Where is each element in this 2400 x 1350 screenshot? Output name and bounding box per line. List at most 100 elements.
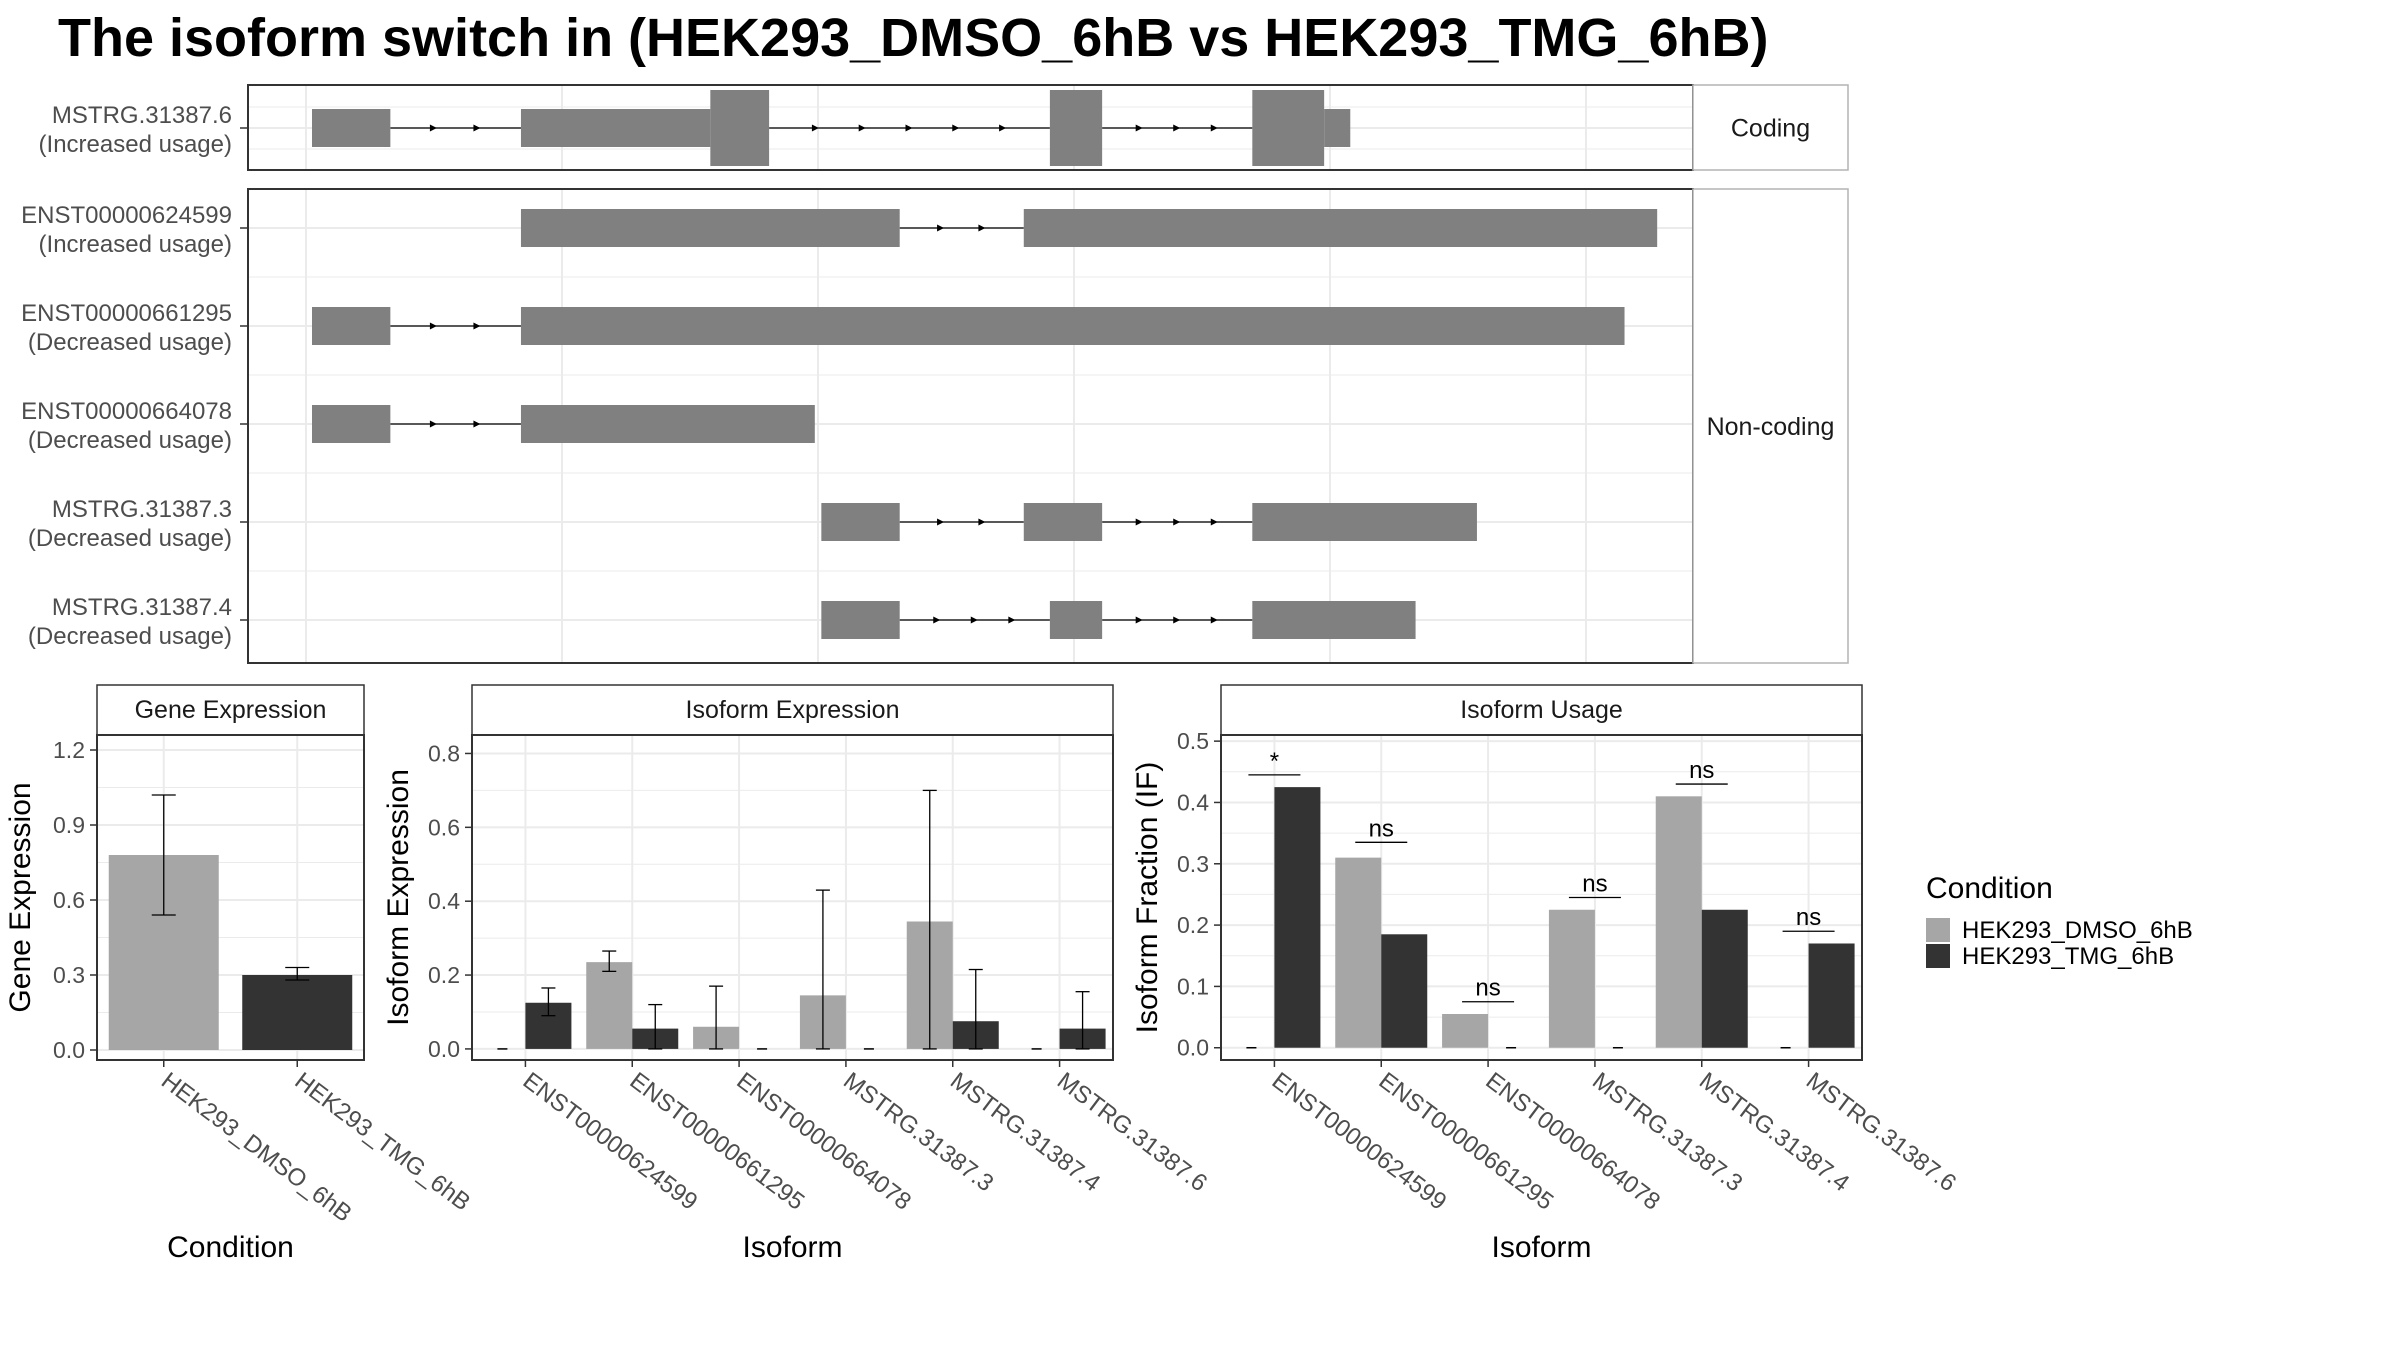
y-tick-label: 0.0 [53, 1037, 85, 1063]
panel-title: Gene Expression [135, 696, 327, 724]
intron-arrow [1135, 616, 1143, 624]
isoform-label: ENST00000624599 [21, 202, 232, 229]
isoform-usage-label: (Increased usage) [39, 131, 232, 158]
y-tick-label: 1.2 [53, 737, 85, 763]
intron-arrow [1135, 518, 1143, 526]
y-tick-label: 0.4 [428, 888, 460, 914]
y-tick-label: 0.1 [1177, 973, 1209, 999]
exon-block [1023, 209, 1658, 247]
panel-strip [96, 684, 365, 736]
bar [1655, 796, 1702, 1048]
exon-block [520, 109, 711, 147]
y-axis-title: Isoform Fraction (IF) [1131, 762, 1164, 1034]
x-tick-label: ENST00000661295 [625, 1067, 810, 1215]
exon-block [312, 109, 391, 147]
y-tick-label: 0.2 [428, 962, 460, 988]
exon-block [1049, 601, 1103, 639]
exon-block [710, 90, 770, 166]
exon-block [520, 307, 1625, 345]
bar-series-1 [525, 968, 1106, 1050]
y-tick-label: 0.0 [1177, 1035, 1209, 1061]
exon-block [1252, 601, 1416, 639]
bar [1701, 909, 1748, 1048]
bar-series-0 [108, 794, 353, 1050]
bar [1808, 943, 1855, 1048]
intron-arrow [937, 224, 945, 232]
y-tick-label: 0.6 [53, 887, 85, 913]
exon-block [1252, 90, 1325, 166]
strip-box [1692, 188, 1849, 664]
bar [586, 962, 633, 1049]
isoform-expression-panel: Isoform Expression 0.0 0.2 0.4 0.6 0.8 ENST000… [382, 684, 1212, 1264]
intron-arrow [1210, 616, 1218, 624]
structure-group-0: MSTRG.31387.6(Increased usage) Coding [39, 84, 1849, 171]
significance-label: * [1270, 748, 1279, 775]
intron-arrow [978, 518, 986, 526]
bar [242, 975, 353, 1050]
intron-arrow [473, 322, 481, 330]
isoform-row: MSTRG.31387.6(Increased usage) [39, 90, 1351, 166]
isoform-usage-label: (Decreased usage) [28, 525, 232, 552]
intron-arrow [1173, 124, 1181, 132]
y-tick-label: 0.6 [428, 814, 460, 840]
isoform-usage-label: (Decreased usage) [28, 623, 232, 650]
panel-border [471, 734, 1114, 1061]
figure-title: The isoform switch in (HEK293_DMSO_6hB v… [58, 8, 1768, 68]
significance-label: ns [1475, 975, 1500, 1002]
isoform-label: ENST00000664078 [21, 398, 232, 425]
x-tick-label: ENST00000664078 [1480, 1067, 1665, 1215]
y-tick-label: 0.9 [53, 812, 85, 838]
y-axis-title: Isoform Expression [382, 769, 415, 1026]
intron-arrow [1008, 616, 1016, 624]
y-tick-label: 0.3 [53, 962, 85, 988]
y-tick-label: 0.5 [1177, 728, 1209, 754]
isoform-row: ENST00000624599(Increased usage) [21, 202, 1658, 258]
significance-label: ns [1369, 815, 1394, 842]
bar-series-1 [1274, 787, 1855, 1049]
exon-block [312, 307, 391, 345]
x-tick-label: ENST00000664078 [731, 1067, 916, 1215]
strip-label: Non-coding [1707, 413, 1835, 441]
y-tick-label: 0.0 [428, 1036, 460, 1062]
significance-label: ns [1796, 904, 1821, 931]
y-tick-label: 0.3 [1177, 851, 1209, 877]
intron-arrow [905, 124, 913, 132]
exon-block [312, 405, 391, 443]
isoform-usage-label: (Increased usage) [39, 231, 232, 258]
isoform-row: ENST00000664078(Decreased usage) [21, 398, 815, 454]
bar-series-0 [1246, 796, 1791, 1049]
y-tick-label: 0.4 [1177, 789, 1209, 815]
isoform-label: MSTRG.31387.6 [52, 102, 232, 129]
exon-block [821, 601, 900, 639]
isoform-usage-panel: Isoform Usage * ns ns ns ns ns 0.0 0.1 0.2 0.3 0.4 0… [1131, 684, 1961, 1264]
intron-arrow [429, 420, 437, 428]
significance-label: ns [1689, 757, 1714, 784]
legend-key [1926, 944, 1950, 968]
isoform-label: MSTRG.31387.3 [52, 496, 232, 523]
significance-label: ns [1582, 871, 1607, 898]
y-tick-label: 0.2 [1177, 912, 1209, 938]
bar-series-0 [497, 789, 1042, 1050]
isoform-row: MSTRG.31387.3(Decreased usage) [28, 496, 1477, 552]
x-tick-label: ENST00000624599 [518, 1067, 703, 1215]
legend-title: Condition [1926, 872, 2053, 905]
intron-arrow [473, 420, 481, 428]
gene-structure-panel: MSTRG.31387.6(Increased usage)Coding ENST… [21, 84, 1849, 664]
exon-block [821, 503, 900, 541]
legend-label: HEK293_TMG_6hB [1962, 943, 2174, 970]
y-tick-label: 0.8 [428, 740, 460, 766]
isoform-row: ENST00000661295(Decreased usage) [21, 300, 1625, 356]
panel-strip [1220, 684, 1863, 736]
intron-arrow [429, 322, 437, 330]
intron-arrow [952, 124, 960, 132]
exon-block [1252, 503, 1477, 541]
legend-key [1926, 918, 1950, 942]
x-tick-label: ENST00000661295 [1374, 1067, 1559, 1215]
panel-border [96, 734, 365, 1061]
intron-arrow [937, 518, 945, 526]
intron-arrow [1135, 124, 1143, 132]
bar [1335, 857, 1382, 1048]
exon-block [1023, 503, 1103, 541]
